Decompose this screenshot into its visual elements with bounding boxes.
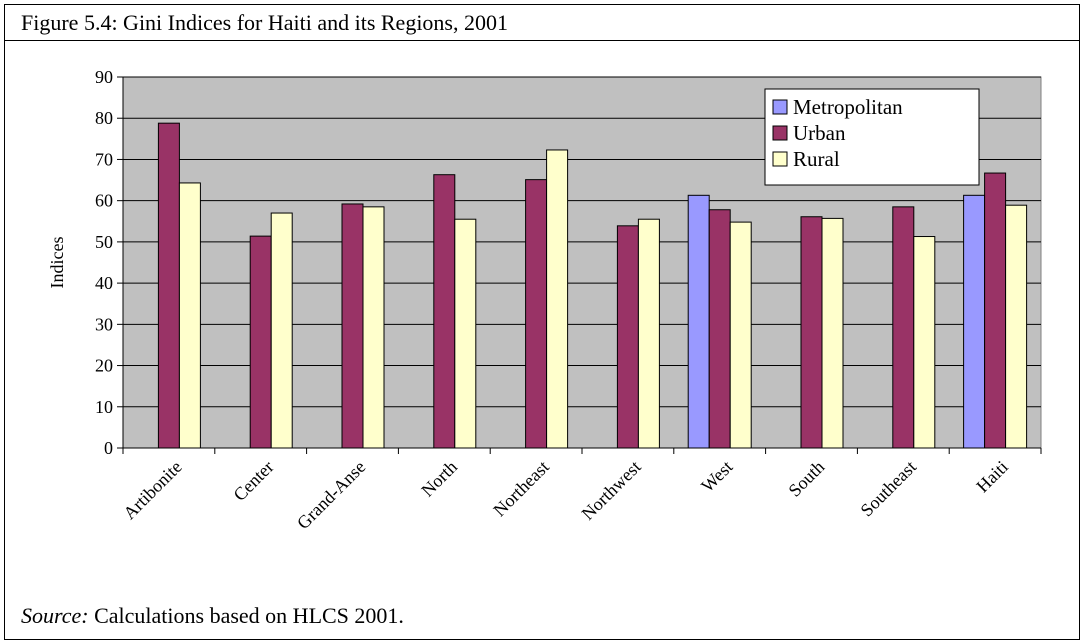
source-label: Source: [21, 603, 89, 628]
y-tick-label: 40 [95, 273, 113, 293]
legend-label-rural: Rural [793, 147, 840, 171]
x-tick-label: Center [229, 457, 277, 505]
bar-rural-northwest [637, 218, 660, 449]
x-tick-label: Grand-Anse [293, 457, 369, 533]
bar-rural-south [821, 217, 844, 449]
bar-rural-haiti [1005, 204, 1028, 449]
y-tick-label: 50 [95, 232, 113, 252]
x-tick-label: North [417, 457, 461, 501]
legend-label-metropolitan: Metropolitan [793, 95, 903, 119]
bar-urban-southeast [892, 206, 915, 449]
y-tick-label: 60 [95, 191, 113, 211]
x-tick-label: West [697, 457, 736, 496]
bar-urban-haiti [984, 172, 1007, 449]
legend-swatch-metropolitan [772, 99, 788, 115]
legend-box [764, 88, 980, 186]
y-axis-label: Indices [47, 237, 67, 289]
x-tick-label: Artibonite [119, 457, 185, 523]
bar-rural-grand-anse [362, 206, 385, 449]
bar-rural-west [729, 221, 752, 449]
bar-metropolitan-west [687, 194, 710, 449]
bar-rural-center [270, 212, 293, 449]
y-tick-label: 10 [95, 397, 113, 417]
bar-rural-southeast [913, 236, 936, 449]
bar-rural-artibonite [178, 182, 201, 449]
bar-urban-northwest [616, 225, 639, 449]
bar-urban-grand-anse [341, 203, 364, 449]
bar-rural-northeast [546, 149, 569, 449]
figure-title: Figure 5.4: Gini Indices for Haiti and i… [21, 10, 508, 35]
y-tick-label: 80 [95, 108, 113, 128]
bar-urban-artibonite [157, 122, 180, 449]
bar-urban-northeast [525, 179, 548, 449]
y-tick-label: 30 [95, 314, 113, 334]
x-tick-label: Northwest [578, 457, 645, 524]
figure-frame: Figure 5.4: Gini Indices for Haiti and i… [4, 4, 1080, 640]
source-note: Source: Calculations based on HLCS 2001. [21, 603, 404, 629]
source-text: Calculations based on HLCS 2001. [88, 603, 404, 628]
x-tick-label: Southeast [856, 457, 920, 521]
y-tick-label: 0 [104, 438, 113, 458]
bar-urban-west [708, 209, 731, 449]
x-tick-label: Haiti [972, 457, 1012, 497]
bar-urban-north [433, 174, 456, 449]
bar-metropolitan-haiti [963, 194, 986, 449]
x-tick-label: South [784, 457, 828, 501]
bar-urban-center [249, 235, 272, 449]
bar-urban-south [800, 216, 823, 449]
bar-rural-north [454, 218, 477, 449]
bar-chart: 0 10 20 30 40 50 60 70 80 90 Indices Artibonite Cent… [47, 67, 1042, 533]
y-tick-label: 90 [95, 67, 113, 87]
y-tick-label: 20 [95, 356, 113, 376]
legend-swatch-urban [772, 125, 788, 141]
y-tick-label: 70 [95, 149, 113, 169]
legend-label-urban: Urban [793, 121, 846, 145]
legend-swatch-rural [772, 151, 788, 167]
x-tick-label: Northeast [489, 457, 553, 521]
figure-title-bar: Figure 5.4: Gini Indices for Haiti and i… [5, 5, 1079, 41]
